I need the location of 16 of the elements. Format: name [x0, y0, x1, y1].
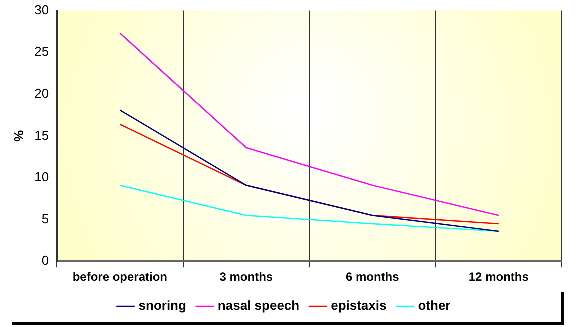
y-tick-label: 30	[34, 2, 50, 18]
y-tick-label: 5	[42, 211, 50, 226]
y-axis-title: %	[11, 130, 26, 142]
x-tick-label: before operation	[72, 270, 168, 284]
legend-label: nasal speech	[218, 298, 300, 314]
y-tick-label: 15	[34, 128, 50, 143]
y-tick-label: 0	[42, 253, 50, 268]
legend-label: other	[418, 298, 451, 314]
y-tick-label: 20	[34, 86, 50, 101]
y-tick-label: 10	[34, 170, 50, 185]
x-tick-label: 3 months	[220, 270, 274, 284]
x-tick-label: 6 months	[346, 270, 400, 284]
y-tick-label: 25	[34, 44, 50, 60]
legend-label: snoring	[138, 298, 186, 314]
x-tick-label: 12 months	[468, 270, 530, 284]
legend-label: epistaxis	[331, 298, 387, 314]
